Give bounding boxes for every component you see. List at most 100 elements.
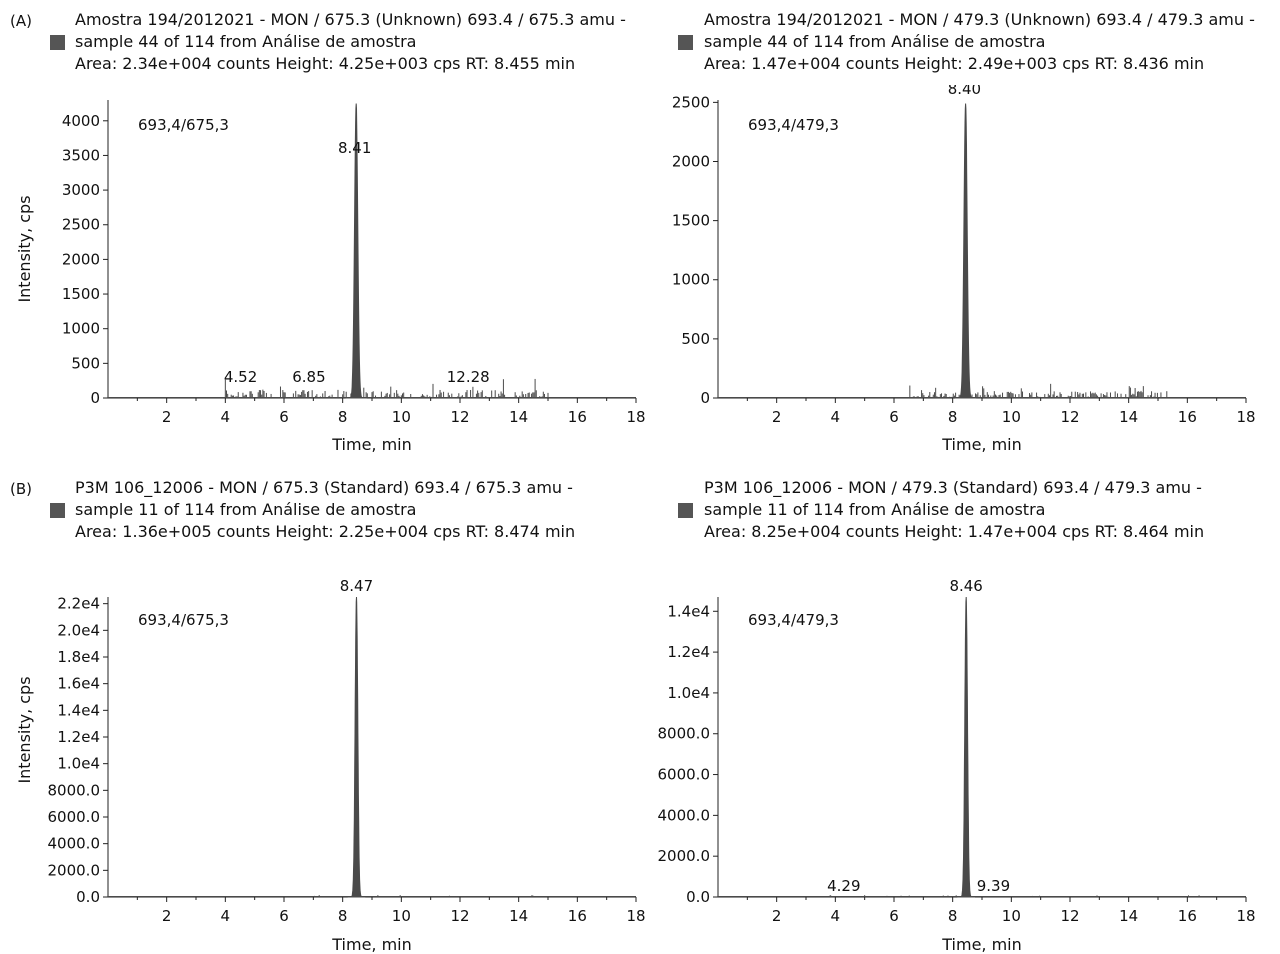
y-tick-label: 1000 (62, 320, 100, 338)
y-axis-label: Intensity, cps (15, 195, 34, 302)
x-tick-label: 16 (1178, 408, 1197, 426)
x-tick-label: 8 (948, 907, 958, 925)
y-tick-label: 1500 (62, 285, 100, 303)
header-line: Amostra 194/2012021 - MON / 479.3 (Unkno… (704, 10, 1255, 29)
header-line: P3M 106_12006 - MON / 479.3 (Standard) 6… (704, 478, 1202, 497)
main-peak (955, 103, 977, 399)
x-tick-label: 6 (889, 907, 899, 925)
chart-header-a1: Amostra 194/2012021 - MON / 675.3 (Unkno… (75, 9, 626, 75)
peak-annotation: 8.47 (340, 577, 373, 595)
x-tick-label: 6 (889, 408, 899, 426)
header-line: sample 11 of 114 from Análise de amostra (704, 500, 1046, 519)
y-axis-label: Intensity, cps (15, 676, 34, 783)
y-tick-label: 6000.0 (658, 766, 711, 784)
chromatogram-a-675: 0 500 1000 1500 2000 2500 3000 3500 4000 2 4 6 8 10 12… (15, 100, 646, 454)
header-line: Amostra 194/2012021 - MON / 675.3 (Unkno… (75, 10, 626, 29)
transition-label: 693,4/675,3 (138, 611, 229, 629)
main-peak (345, 103, 367, 399)
x-tick-label: 10 (392, 408, 411, 426)
peak-annotation: 4.52 (224, 368, 257, 386)
x-tick-label: 18 (626, 907, 645, 925)
y-tick-label: 0 (90, 389, 100, 407)
y-tick-label: 500 (681, 330, 710, 348)
x-tick-label: 2 (772, 907, 782, 925)
x-axis-label: Time, min (331, 935, 412, 954)
main-peak (957, 596, 975, 898)
header-line: Area: 1.36e+005 counts Height: 2.25e+004… (75, 522, 576, 541)
peak-annotation: 8.46 (949, 577, 982, 595)
header-line: Area: 8.25e+004 counts Height: 1.47e+004… (704, 522, 1205, 541)
transition-label: 693,4/479,3 (748, 116, 839, 134)
y-tick-label: 1.8e4 (57, 648, 100, 666)
x-tick-label: 12 (450, 907, 469, 925)
legend-swatch (678, 35, 693, 50)
panel-label-b: (B) (10, 480, 32, 498)
chromatogram-b-675: 0.0 2000.0 4000.0 6000.0 8000.0 1.0e4 1.2e4 1.4… (15, 577, 646, 954)
x-tick-label: 4 (831, 408, 841, 426)
peak-annotation: 12.28 (447, 368, 490, 386)
header-line: sample 44 of 114 from Análise de amostra (75, 32, 417, 51)
transition-label: 693,4/675,3 (138, 116, 229, 134)
x-tick-label: 6 (279, 408, 289, 426)
chromatogram-b-479: 0.0 2000.0 4000.0 6000.0 8000.0 1.0e4 1.2e4 1.4… (658, 577, 1256, 954)
header-line: sample 11 of 114 from Análise de amostra (75, 500, 417, 519)
legend-swatch (50, 503, 65, 518)
y-tick-label: 2000 (672, 152, 710, 170)
x-axis-label: Time, min (941, 435, 1022, 454)
transition-label: 693,4/479,3 (748, 611, 839, 629)
y-tick-label: 2.0e4 (57, 621, 100, 639)
y-tick-label: 8000.0 (658, 725, 711, 743)
y-tick-label: 6000.0 (48, 808, 101, 826)
x-axis-label: Time, min (941, 935, 1022, 954)
x-tick-label: 10 (392, 907, 411, 925)
y-tick-label: 1000 (672, 271, 710, 289)
peak-annotation: 4.29 (827, 877, 860, 895)
y-tick-label: 0.0 (686, 888, 710, 906)
header-line: sample 44 of 114 from Análise de amostra (704, 32, 1046, 51)
x-tick-label: 16 (1178, 907, 1197, 925)
panel-label-a: (A) (10, 12, 32, 30)
x-tick-label: 4 (831, 907, 841, 925)
x-tick-label: 14 (509, 408, 528, 426)
x-tick-label: 18 (1236, 408, 1255, 426)
x-tick-label: 14 (1119, 408, 1138, 426)
x-tick-label: 18 (1236, 907, 1255, 925)
y-tick-label: 3000 (62, 181, 100, 199)
main-peak (347, 596, 366, 898)
header-line: Area: 1.47e+004 counts Height: 2.49e+003… (704, 54, 1205, 73)
y-tick-label: 1.4e4 (57, 701, 100, 719)
x-tick-label: 12 (450, 408, 469, 426)
x-tick-label: 18 (626, 408, 645, 426)
y-tick-label: 2000.0 (48, 861, 101, 879)
x-tick-label: 8 (338, 907, 348, 925)
x-tick-label: 4 (221, 907, 231, 925)
peak-annotation: 8.41 (338, 139, 371, 157)
x-tick-label: 6 (279, 907, 289, 925)
x-tick-label: 16 (568, 408, 587, 426)
y-tick-label: 0 (700, 389, 710, 407)
x-tick-label: 2 (162, 408, 172, 426)
y-tick-label: 1.4e4 (667, 602, 710, 620)
legend-swatch (50, 35, 65, 50)
y-tick-label: 0.0 (76, 888, 100, 906)
x-tick-label: 12 (1060, 408, 1079, 426)
peak-annotation: 8.40 (948, 85, 981, 98)
noise-trace (909, 383, 1168, 398)
x-tick-label: 16 (568, 907, 587, 925)
noise-trace (224, 378, 549, 398)
x-tick-label: 2 (162, 907, 172, 925)
x-axis-label: Time, min (331, 435, 412, 454)
y-tick-label: 2000 (62, 250, 100, 268)
x-tick-label: 14 (509, 907, 528, 925)
y-tick-label: 8000.0 (48, 781, 101, 799)
x-tick-label: 10 (1002, 907, 1021, 925)
y-tick-label: 1.2e4 (57, 728, 100, 746)
y-tick-label: 2500 (672, 93, 710, 111)
y-tick-label: 1.0e4 (667, 684, 710, 702)
chart-header-b2: P3M 106_12006 - MON / 479.3 (Standard) 6… (704, 477, 1204, 543)
x-tick-label: 8 (338, 408, 348, 426)
y-tick-label: 500 (71, 354, 100, 372)
legend-swatch (678, 503, 693, 518)
y-tick-label: 2500 (62, 216, 100, 234)
header-line: Area: 2.34e+004 counts Height: 4.25e+003… (75, 54, 576, 73)
